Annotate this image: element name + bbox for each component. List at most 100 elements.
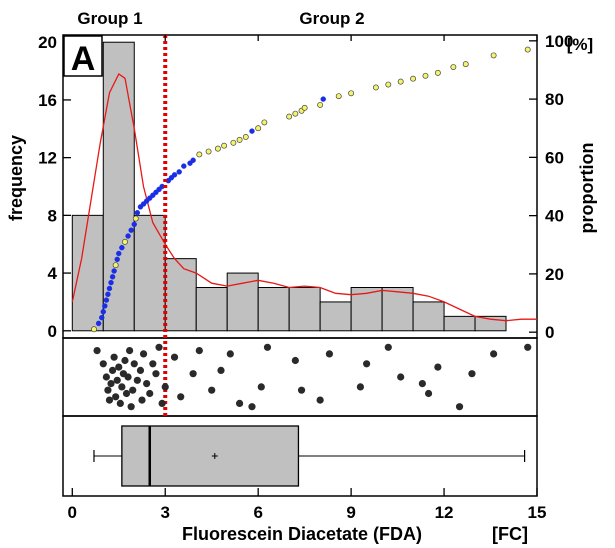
strip-point — [127, 403, 135, 411]
strip-point — [158, 399, 166, 407]
panel-label: A — [71, 40, 96, 78]
strip-point — [126, 347, 134, 355]
strip-point — [133, 376, 141, 384]
ecdf-point — [335, 93, 342, 100]
strip-point — [316, 396, 324, 404]
ecdf-point — [230, 139, 237, 146]
x-tick-label: 12 — [435, 503, 454, 522]
strip-point — [93, 347, 101, 355]
ecdf-point — [462, 61, 469, 68]
ecdf-point — [102, 303, 108, 309]
panel-label-box — [63, 35, 103, 77]
ecdf-point — [450, 64, 457, 70]
strip-point — [143, 380, 151, 388]
ecdf-points — [91, 46, 531, 333]
ecdf-point — [286, 113, 293, 120]
y-tick-label: 4 — [48, 264, 58, 283]
strip-point — [149, 360, 157, 368]
ecdf-point — [95, 320, 102, 327]
y2-axis-unit: [%] — [567, 35, 593, 54]
strip-point — [155, 343, 163, 351]
histogram-bar — [164, 258, 197, 332]
strip-point — [208, 386, 216, 394]
ecdf-point — [348, 90, 355, 97]
strip-point — [468, 370, 476, 378]
strip-points — [93, 343, 532, 411]
strip-point — [121, 356, 129, 365]
x-tick-label: 15 — [528, 503, 547, 522]
strip-point — [397, 373, 405, 381]
ecdf-point — [490, 52, 497, 59]
y2-tick-label: 100 — [545, 32, 573, 51]
ecdf-point — [214, 145, 221, 152]
y-tick-label: 12 — [38, 149, 57, 168]
strip-point — [115, 363, 123, 371]
ecdf-point — [171, 172, 178, 178]
ecdf-point — [410, 75, 417, 82]
ecdf-point — [112, 262, 119, 269]
ecdf-point — [114, 256, 120, 263]
histogram-bar — [381, 287, 414, 332]
strip-point — [424, 389, 433, 398]
histogram-bar — [257, 287, 290, 332]
x-axis-unit: [FC] — [492, 524, 528, 544]
ecdf-point — [109, 274, 116, 280]
strip-point — [118, 383, 126, 391]
ecdf-point — [128, 227, 134, 233]
box-iqr — [121, 425, 300, 487]
strip-point — [161, 383, 169, 391]
ecdf-point — [108, 279, 114, 286]
strip-point — [325, 350, 334, 358]
density-curve — [71, 73, 537, 322]
y-tick-label: 16 — [38, 91, 57, 110]
y-tick-label: 8 — [48, 206, 57, 225]
strip-panel — [62, 337, 538, 417]
strip-point — [136, 366, 145, 374]
strip-point — [263, 343, 272, 351]
strip-point — [129, 386, 137, 394]
ecdf-point — [91, 326, 97, 333]
strip-point — [177, 393, 185, 401]
strip-point — [248, 403, 256, 411]
ecdf-point — [105, 291, 111, 297]
strip-point — [434, 363, 442, 371]
ecdf-point — [320, 96, 326, 102]
histogram-bar — [195, 287, 228, 332]
strip-point — [235, 399, 244, 407]
ecdf-point — [134, 210, 141, 216]
ecdf-point — [196, 151, 203, 158]
x-tick-label: 3 — [161, 503, 170, 522]
x-tick-label: 0 — [68, 503, 77, 522]
strip-point — [291, 356, 299, 365]
strip-point — [110, 353, 118, 361]
y2-tick-label: 40 — [545, 207, 564, 226]
ecdf-point — [132, 215, 139, 222]
strip-point — [217, 366, 225, 374]
strip-point — [122, 389, 131, 398]
ecdf-point — [301, 104, 308, 111]
strip-point — [524, 343, 532, 351]
strip-point — [490, 350, 498, 358]
ecdf-point — [119, 244, 125, 251]
y-tick-label: 20 — [38, 33, 57, 52]
histogram-bar — [319, 301, 352, 332]
ecdf-point — [524, 46, 531, 53]
strip-point — [257, 383, 265, 391]
boxplot — [93, 425, 526, 487]
ecdf-point — [103, 297, 110, 303]
y2-tick-label: 80 — [545, 90, 564, 109]
y2-tick-label: 20 — [545, 265, 564, 284]
strip-point — [113, 376, 121, 384]
group-1-label: Group 1 — [77, 9, 142, 28]
axes: 0 4 8 12 16 20 0 20 40 60 80 100 0 3 6 9 12 15 — [38, 32, 573, 522]
strip-point — [226, 350, 234, 358]
strip-point — [130, 360, 138, 368]
strip-point — [146, 389, 154, 398]
ecdf-point — [292, 110, 299, 117]
strip-point — [139, 350, 148, 358]
strip-point — [116, 399, 124, 407]
strip-point — [384, 343, 392, 351]
ecdf-point — [236, 136, 243, 143]
strip-point — [99, 360, 107, 368]
strip-point — [107, 380, 115, 388]
